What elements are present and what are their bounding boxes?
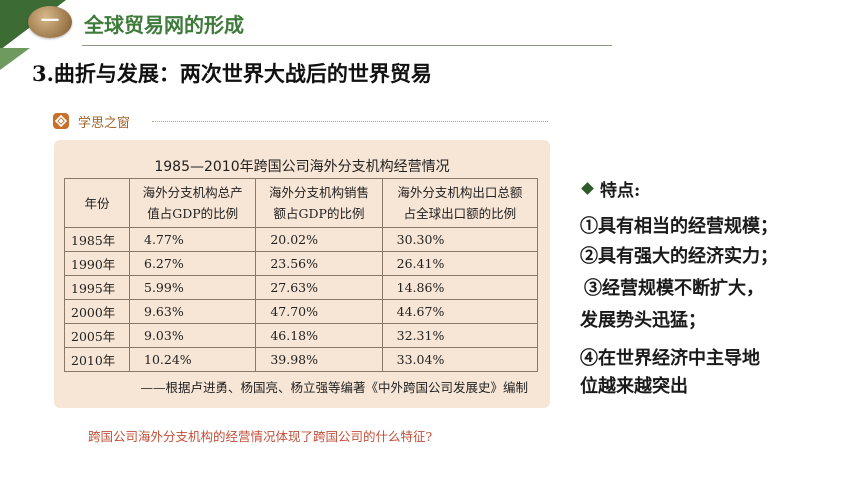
section-title: 全球贸易网的形成 [84, 13, 244, 37]
cell-value: 9.63% [128, 299, 257, 324]
window-label: 学思之窗 [78, 116, 131, 131]
features-title: 特点: [600, 181, 641, 201]
feature-item: ①具有相当的经营规模； [580, 216, 778, 237]
header-sales-share: 海外分支机构销售 额占GDP的比例 [255, 178, 383, 228]
table-header-row: 年份 海外分支机构总产 值占GDP的比例 海外分支机构销售 额占GDP的比例 海… [64, 178, 539, 228]
table-title: 1985—2010年跨国公司海外分支机构经营情况 [154, 159, 450, 175]
corner-triangle-light [0, 48, 30, 70]
table-row: 2010年 10.24% 39.98% 33.04% [64, 347, 539, 372]
header-output-share: 海外分支机构总产 值占GDP的比例 [128, 178, 257, 228]
feature-item: ②具有强大的经济实力； [580, 246, 778, 267]
cell-value: 27.63% [255, 275, 383, 300]
table-row: 2000年 9.63% 47.70% 44.67% [64, 299, 539, 324]
dotted-divider [152, 121, 548, 122]
header-output-line1: 海外分支机构总产 [142, 185, 243, 200]
page-title: 3.曲折与发展：两次世界大战后的世界贸易 [32, 61, 432, 86]
lattice-window-icon [53, 113, 69, 129]
data-table: 年份 海外分支机构总产 值占GDP的比例 海外分支机构销售 额占GDP的比例 海… [64, 178, 539, 372]
cell-value: 10.24% [128, 347, 257, 372]
cell-value: 30.30% [381, 227, 539, 252]
cell-value: 46.18% [255, 323, 383, 348]
header-sales-line2: 额占GDP的比例 [273, 206, 365, 221]
cell-year: 2005年 [64, 323, 130, 348]
table-row: 1990年 6.27% 23.56% 26.41% [64, 251, 539, 276]
cell-value: 33.04% [381, 347, 539, 372]
table-row: 1985年 4.77% 20.02% 30.30% [64, 227, 539, 252]
cell-value: 20.02% [255, 227, 383, 252]
cell-value: 4.77% [128, 227, 257, 252]
table-row: 1995年 5.99% 27.63% 14.86% [64, 275, 539, 300]
cell-value: 39.98% [255, 347, 383, 372]
table-panel: 1985—2010年跨国公司海外分支机构经营情况 年份 海外分支机构总产 值占G… [54, 140, 550, 408]
header-year: 年份 [64, 178, 130, 228]
table-row: 2005年 9.03% 46.18% 32.31% [64, 323, 539, 348]
feature-item: 位越来越突出 [580, 376, 688, 397]
cell-value: 23.56% [255, 251, 383, 276]
cell-value: 26.41% [381, 251, 539, 276]
cell-value: 47.70% [255, 299, 383, 324]
feature-item: 发展势头迅猛； [580, 310, 706, 331]
features-heading: 特点: [580, 176, 850, 201]
feature-item: ④在世界经济中主导地 [580, 348, 760, 369]
cell-value: 5.99% [128, 275, 257, 300]
diamond-bullet-icon [581, 182, 594, 195]
cell-year: 1990年 [64, 251, 130, 276]
cell-value: 6.27% [128, 251, 257, 276]
cell-value: 14.86% [381, 275, 539, 300]
table-source: ——根据卢进勇、杨国亮、杨立强等编著《中外跨国公司发展史》编制 [140, 380, 528, 395]
cell-year: 1985年 [64, 227, 130, 252]
cell-value: 32.31% [381, 323, 539, 348]
cell-value: 9.03% [128, 323, 257, 348]
section-number: 一 [41, 11, 59, 32]
header-export-line1: 海外分支机构出口总额 [397, 185, 523, 200]
question-text: 跨国公司海外分支机构的经营情况体现了跨国公司的什么特征? [88, 429, 433, 444]
features-list: 特点: ①具有相当的经营规模； ②具有强大的经济实力； ③经营规模不断扩大， 发… [580, 176, 850, 401]
header-export-line2: 占全球出口额的比例 [403, 206, 517, 221]
header-output-line2: 值占GDP的比例 [147, 206, 239, 221]
cell-year: 1995年 [64, 275, 130, 300]
header-export-share: 海外分支机构出口总额 占全球出口额的比例 [381, 178, 539, 228]
title-divider [82, 45, 612, 46]
feature-item: ③经营规模不断扩大， [584, 278, 764, 299]
section-number-badge: 一 [28, 6, 72, 38]
cell-value: 44.67% [381, 299, 539, 324]
cell-year: 2000年 [64, 299, 130, 324]
header-sales-line1: 海外分支机构销售 [268, 185, 369, 200]
cell-year: 2010年 [64, 347, 130, 372]
